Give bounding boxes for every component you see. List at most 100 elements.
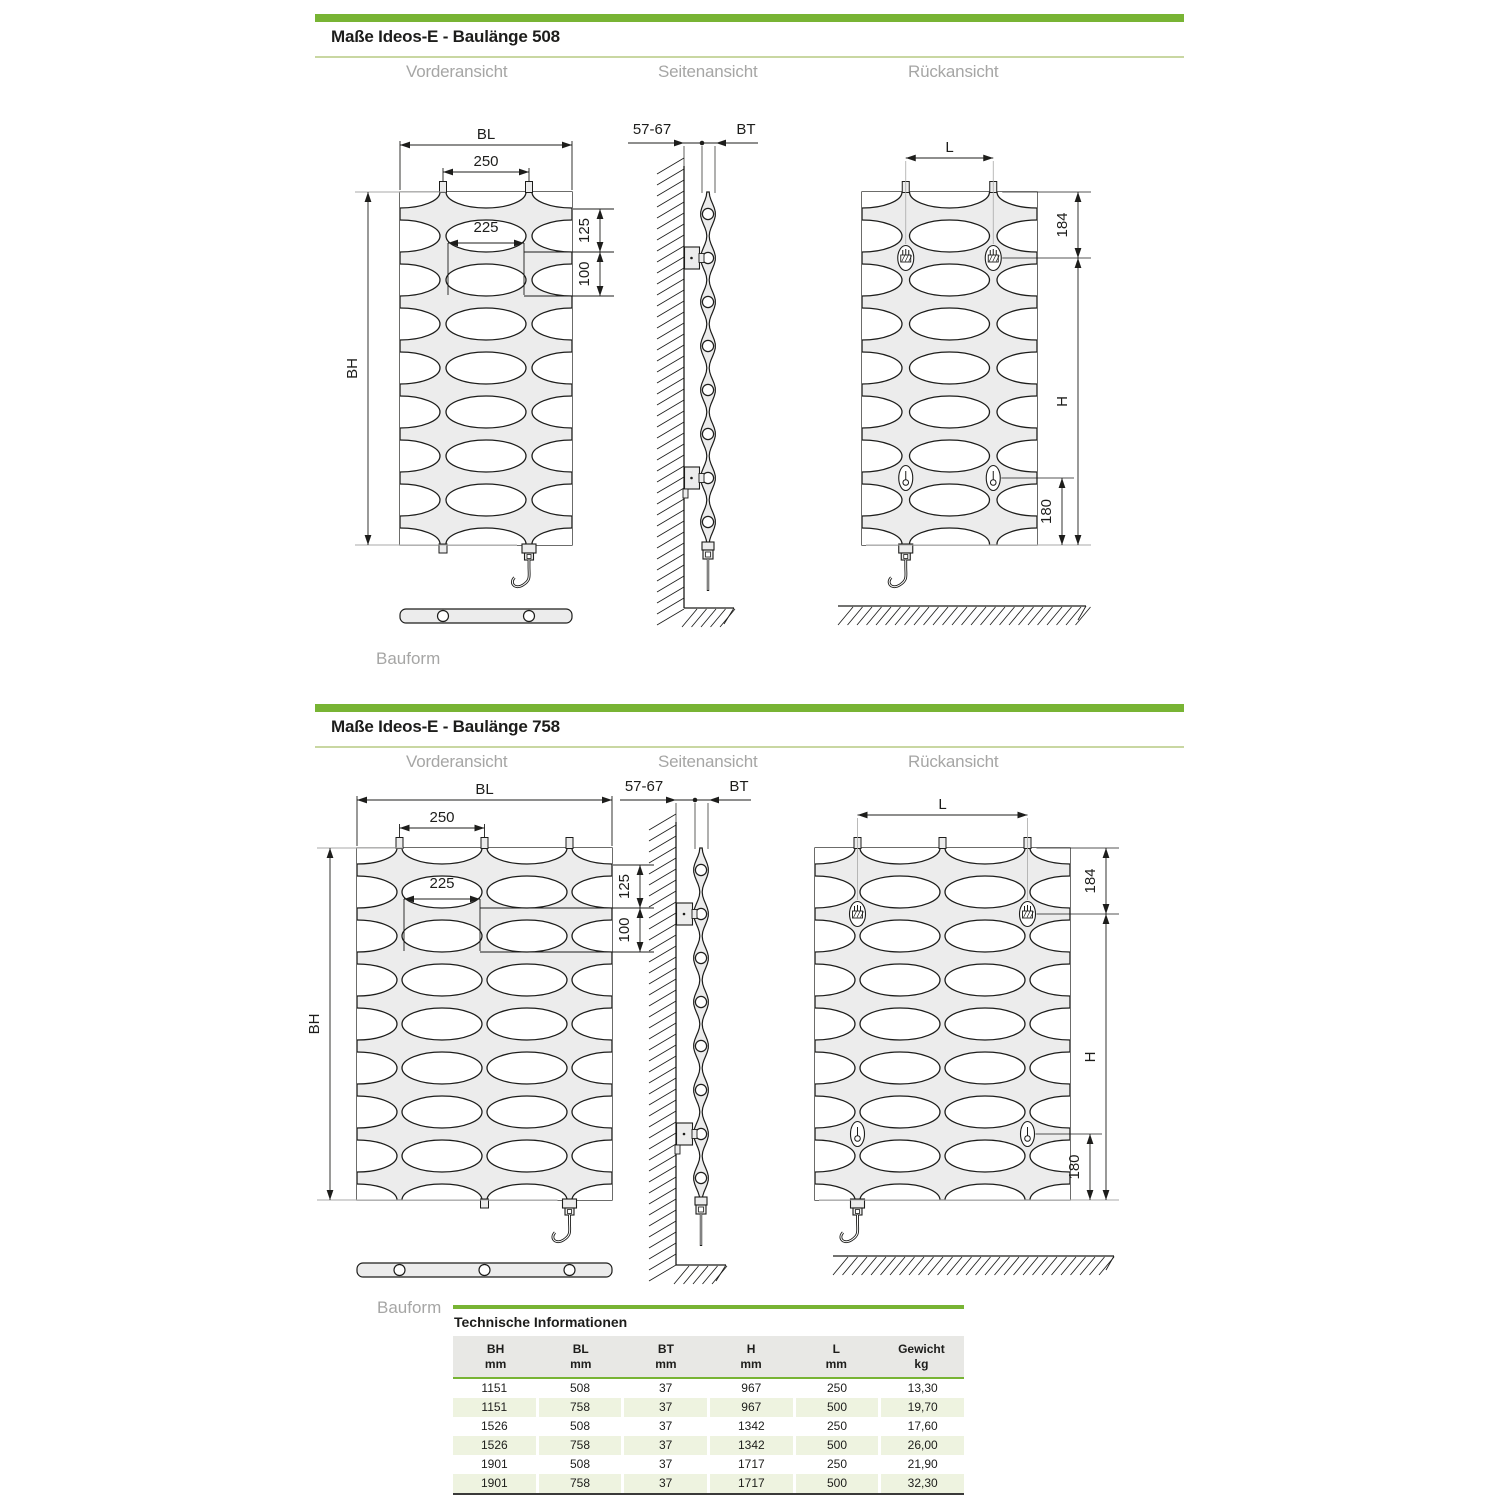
table-col-header: Gewicht kg [879,1342,964,1372]
wall-hatch [648,1165,677,1183]
table-cell: 1526 [453,1436,536,1455]
keyhole-bracket [989,479,997,486]
radiator-side-profile [700,191,716,545]
floor-hatch [1046,606,1063,626]
dim-label: 57-67 [633,121,671,138]
wall-bracket-side [698,253,705,263]
wall-hatch [656,278,685,296]
floor-hatch [1089,1256,1105,1276]
wall-hatch [656,509,685,527]
table-col-header: BH mm [453,1342,538,1372]
wall-bracket-side [698,473,705,483]
dim-arrow [1074,535,1082,545]
wall-hatch [648,1110,677,1128]
dim-arrow [443,168,453,176]
table-body: 1151 508 37 967 250 13,30 1151 758 37 967 500 19,70… [453,1379,964,1495]
floor-hatch [889,1256,906,1276]
wall-hatch [656,388,685,406]
wall-hatch [656,300,685,318]
oval-opening [486,1139,568,1173]
dim-arrow [983,154,994,162]
wall-hatch [656,542,685,560]
oval-opening [486,1095,568,1129]
radiator-holes [862,192,1037,545]
heating-element-side [694,1196,708,1206]
mount-bracket [904,255,909,262]
oval-opening [996,192,1037,209]
floor-hatch [913,606,930,626]
floor-hatch [710,608,726,628]
oval-opening [486,875,568,909]
mount-bracket [908,255,913,262]
oval-opening [862,307,903,341]
wall-hatch [656,234,685,252]
table-row: 1151 758 37 967 500 19,70 [453,1398,964,1417]
floor-hatch [927,1256,944,1276]
wall-hatch [648,835,677,853]
floor-hatch [683,1265,699,1285]
mount-bracket [856,911,861,918]
table-title: Technische Informationen [454,1314,628,1330]
oval-opening [401,848,483,865]
heating-element-side [705,551,711,558]
table-cell: 250 [826,1381,847,1395]
oval-opening [859,1095,941,1129]
oval-opening [531,483,572,517]
oval-opening [571,1095,612,1129]
oval-opening [445,351,527,385]
oval-opening [571,1051,612,1085]
table-col-header: BT mm [623,1342,708,1372]
heating-element-side [698,1206,704,1213]
wall-hatch [656,487,685,505]
dim-label: L [938,796,946,813]
dim-arrow [596,286,604,296]
oval-opening [996,219,1037,253]
floor-hatch [715,1264,727,1282]
table-cell: 1151 [453,1398,536,1417]
floor-hatch [856,606,873,626]
keyhole-bracket [854,1135,861,1142]
mount-bracket [860,911,864,918]
wall-hatch [648,989,677,1007]
dim-label: 250 [429,809,454,826]
oval-opening [400,192,441,209]
wall-hatch [648,1033,677,1051]
table-col-header: BL mm [538,1342,623,1372]
section2-title: Maße Ideos-E - Baulänge 758 [331,717,560,736]
oval-opening [815,1095,856,1129]
wall-hatch [656,190,685,208]
dim-arrow [1102,1190,1110,1200]
floor-hatch [894,606,911,626]
wall-bracket-side [682,488,689,499]
wall-hatch [648,1055,677,1073]
floor-hatch [1027,606,1044,626]
floor-hatch [1003,1256,1020,1276]
oval-opening [1029,848,1070,865]
wall-hatch [648,1154,677,1172]
dim-arrow [514,239,524,247]
oval-opening [859,963,941,997]
floor-hatch [1008,606,1025,626]
wall-hatch [648,945,677,963]
dim-arrow [636,908,644,918]
dim-label: H [1082,1052,1099,1063]
dim-arrow [1058,535,1066,545]
oval-opening [908,219,991,253]
oval-opening [1029,963,1070,997]
dim-arrow [404,895,414,903]
dim-label: 225 [429,875,454,892]
floor-hatch [942,606,958,626]
wall-bracket-side [690,256,693,260]
col-unit: mm [825,1357,847,1371]
oval-opening [400,395,441,429]
wall-hatch [656,432,685,450]
col-unit: kg [914,1357,929,1371]
bottom-stub [480,1198,489,1209]
wall-hatch [656,586,685,604]
wall-hatch [656,267,685,285]
mount-bracket [988,255,993,262]
oval-opening [944,1051,1026,1085]
oval-opening [357,963,398,997]
oval-opening [445,395,527,429]
